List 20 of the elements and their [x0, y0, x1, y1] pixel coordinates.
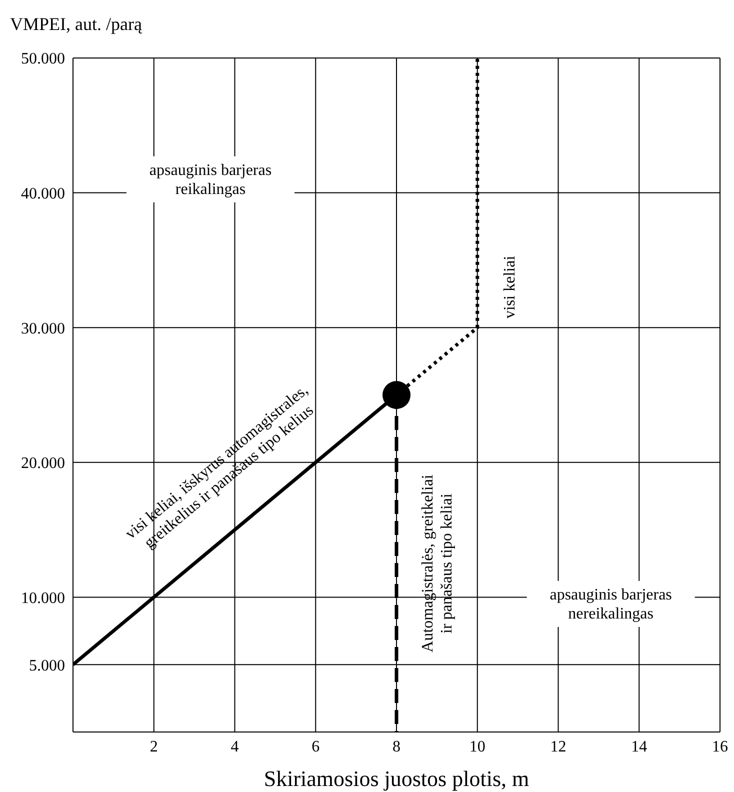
- x-tick-label: 16: [712, 738, 728, 756]
- x-tick-label: 4: [230, 738, 239, 756]
- x-tick-label: 10: [469, 738, 486, 756]
- x-tick-label: 14: [631, 738, 648, 756]
- x-tick-label: 2: [150, 738, 158, 756]
- y-tick-label: 10.000: [21, 590, 65, 607]
- y-tick-label: 50.000: [21, 50, 65, 68]
- annotation: Automagistralės, greitkeliai ir panašaus tipo keliai: [419, 474, 456, 652]
- y-axis-title: VMPEI, aut. /parą: [10, 14, 143, 34]
- x-tick-label: 12: [550, 738, 566, 756]
- y-tick-label: 20.000: [21, 455, 65, 472]
- y-tick-label: 30.000: [21, 320, 65, 338]
- x-tick-label: 8: [392, 738, 400, 756]
- y-tick-label: 5.000: [29, 657, 65, 674]
- annotation: apsauginis barjeras nereikalingas: [550, 586, 672, 622]
- x-tick-label: 6: [312, 738, 320, 756]
- x-axis-title: Skiriamosios juostos plotis, m: [264, 766, 530, 791]
- annotation: visi keliai: [502, 255, 519, 318]
- y-tick-label: 40.000: [21, 185, 65, 202]
- annotation: apsauginis barjeras reikalingas: [149, 162, 272, 198]
